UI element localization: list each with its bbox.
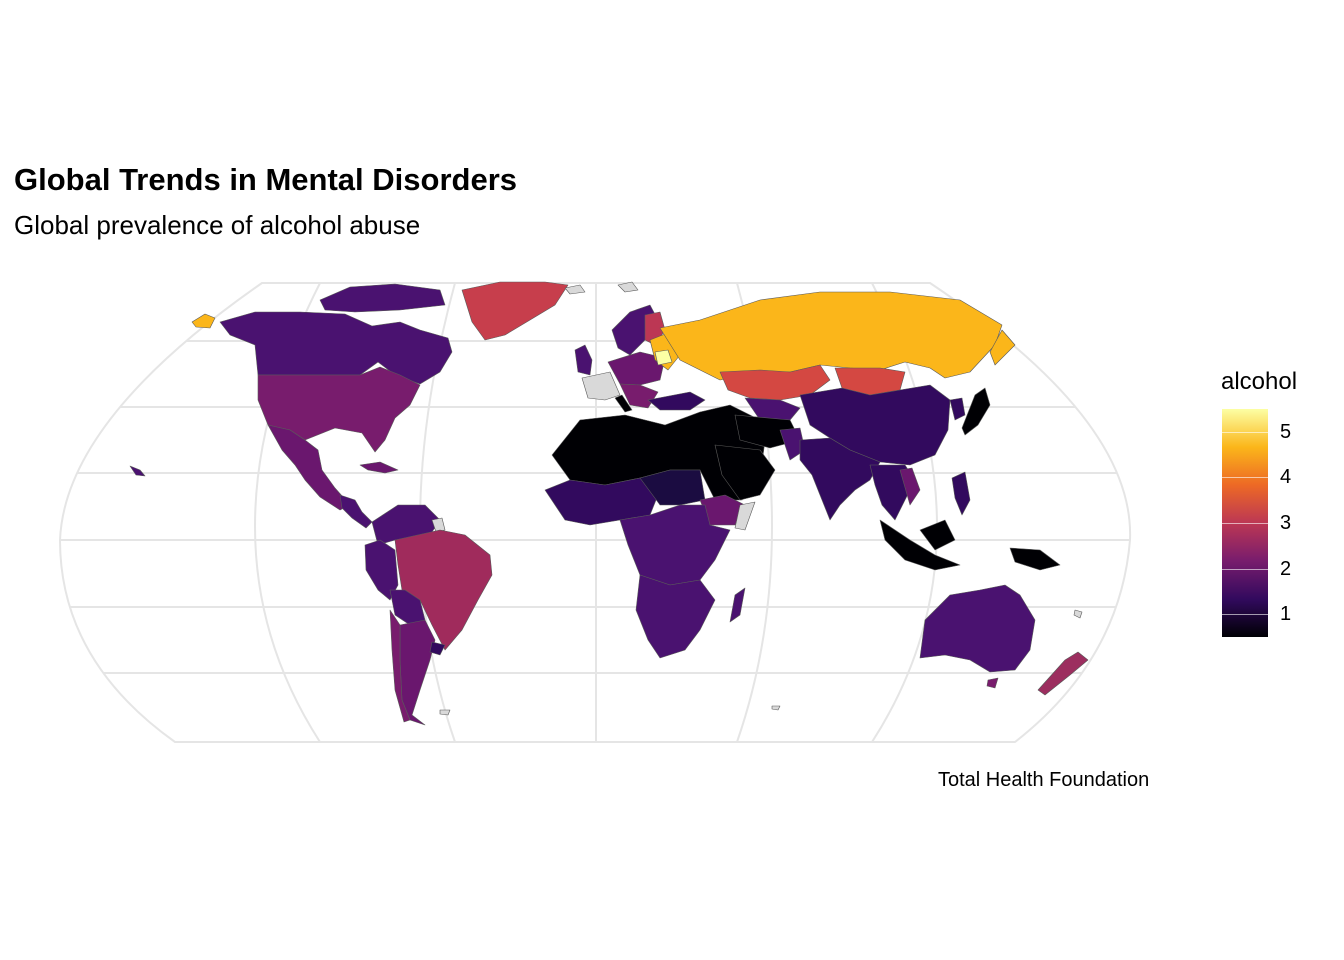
legend-tick-label: 1 (1280, 603, 1292, 626)
kazakhstan (719, 364, 831, 401)
india (799, 437, 881, 521)
japan (961, 387, 991, 436)
australia (919, 584, 1036, 673)
legend-tick-label: 2 (1280, 557, 1292, 580)
korea (949, 397, 966, 421)
legend-tick-mark (1222, 431, 1268, 433)
central-america (339, 494, 373, 529)
central-asia (744, 397, 801, 421)
legend-tick-mark (1222, 568, 1268, 570)
cuba-caribbean (359, 461, 399, 474)
canada-arctic-islands (319, 283, 446, 313)
vietnam-laos (899, 467, 921, 506)
legend-tick-label: 3 (1280, 512, 1292, 534)
legend-tick-label: 5 (1280, 420, 1292, 443)
philippines (951, 471, 971, 516)
legend-title: alcohol (1221, 368, 1298, 395)
falklands (439, 709, 451, 716)
chart-subtitle: Global prevalence of alcohol abuse (14, 210, 421, 240)
turkey (647, 391, 706, 411)
france-iberia (581, 371, 621, 401)
legend-tick-label: 4 (1280, 466, 1292, 489)
chart-title: Global Trends in Mental Disorders (14, 162, 517, 197)
new-zealand (1037, 651, 1089, 696)
uk-ireland (574, 344, 593, 376)
svalbard (617, 281, 639, 293)
arabian-peninsula (714, 444, 776, 501)
guiana (431, 517, 446, 533)
countries (129, 281, 1089, 726)
legend-tick-mark (1222, 614, 1268, 616)
central-africa (619, 504, 731, 586)
legend-tick-mark (1222, 477, 1268, 479)
legend-tick-mark (1222, 523, 1268, 524)
alaska (191, 313, 216, 329)
madagascar (729, 587, 746, 623)
belarus (654, 349, 673, 366)
russia (659, 291, 1003, 381)
tasmania (986, 677, 999, 689)
hawaii (129, 465, 146, 477)
russia-far-east (989, 329, 1016, 366)
borneo (919, 519, 956, 551)
west-africa (544, 477, 661, 526)
chile (389, 609, 411, 723)
chart-caption: Total Health Foundation (938, 769, 1150, 791)
greenland (461, 281, 569, 341)
malaysia-indonesia (879, 519, 961, 571)
somalia (734, 501, 756, 531)
uruguay (429, 641, 446, 656)
canada (219, 311, 453, 385)
southern-africa (635, 574, 716, 659)
pacific-islands (1073, 609, 1083, 619)
italy (614, 394, 633, 413)
new-guinea (1009, 547, 1061, 571)
iceland (564, 284, 586, 295)
antarctic-island (771, 705, 781, 711)
